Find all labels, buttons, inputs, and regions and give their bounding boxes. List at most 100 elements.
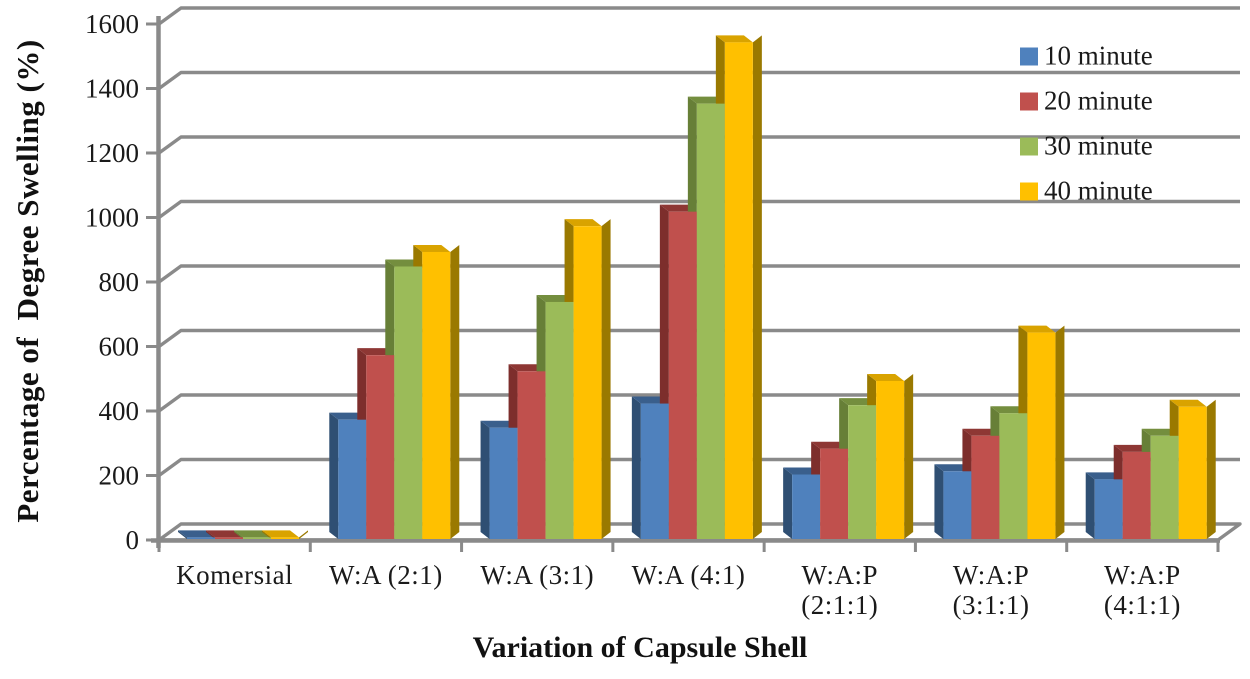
bar-40-minute-w-a-p-2-1-1 [876,380,905,539]
gridline-1600 [158,6,1240,26]
category-label-w-a-p-2-1-1-line2: (2:1:1) [801,590,878,620]
category-label-w-a-4-1: W:A (4:1) [632,560,746,590]
bar-10-minute-w-a-2-1 [338,419,367,539]
y-tick-label-1200: 1200 [85,138,139,168]
category-label-w-a-p-2-1-1: W:A:P [802,560,879,590]
bar-top-face-20-minute-w-a-3-1 [508,364,546,372]
bar-top-face-30-minute-w-a-p-4-1-1 [1141,428,1179,436]
bar-top-face-20-minute-komersial [206,530,243,538]
bar-30-minute-w-a-3-1 [545,301,574,539]
bar-40-minute-w-a-2-1 [422,251,451,539]
bar-10-minute-w-a-p-4-1-1 [1094,479,1123,539]
bar-10-minute-w-a-3-1 [489,427,518,539]
y-tick-label-0: 0 [126,525,140,555]
y-tick-label-1600: 1600 [85,9,139,39]
bar-top-face-40-minute-w-a-2-1 [413,244,451,252]
category-label-w-a-p-3-1-1-line2: (3:1:1) [953,590,1030,620]
bar-top-face-10-minute-w-a-p-2-1-1 [783,467,821,475]
bar-right-face-40-minute-w-a-3-1 [601,219,611,540]
bar-top-face-30-minute-w-a-4-1 [687,96,725,104]
bar-left-face-10-minute-w-a-3-1 [480,420,490,539]
legend-swatch-40-minute [1020,182,1038,201]
bar-top-face-10-minute-w-a-3-1 [480,420,518,428]
bar-30-minute-komersial [243,537,271,539]
category-label-w-a-p-4-1-1: W:A:P [1104,560,1181,590]
bar-40-minute-w-a-p-4-1-1 [1178,406,1207,539]
bar-left-face-20-minute-komersial [206,530,215,539]
bar-40-minute-w-a-4-1 [724,42,753,539]
bar-top-face-10-minute-w-a-p-3-1-1 [934,464,972,472]
bar-left-face-10-minute-w-a-2-1 [329,412,339,539]
bar-top-face-40-minute-w-a-3-1 [564,219,602,227]
y-tick-label-200: 200 [99,461,140,491]
bar-30-minute-w-a-p-4-1-1 [1150,435,1179,539]
bar-top-face-40-minute-w-a-p-4-1-1 [1169,399,1207,407]
bar-40-minute-w-a-3-1 [573,226,602,540]
bar-left-face-10-minute-w-a-p-2-1-1 [783,467,793,539]
bar-top-face-40-minute-w-a-p-2-1-1 [867,373,905,381]
bar-top-face-40-minute-w-a-4-1 [715,35,753,43]
bar-20-minute-komersial [215,537,243,539]
bar-left-face-30-minute-komersial [234,530,243,539]
bar-top-face-30-minute-komersial [234,530,271,538]
category-label-w-a-p-4-1-1-line2: (4:1:1) [1104,590,1181,620]
bar-right-face-40-minute-w-a-p-4-1-1 [1206,399,1216,539]
y-tick-label-600: 600 [99,332,140,362]
bar-top-face-10-minute-w-a-2-1 [329,412,367,420]
bar-top-face-10-minute-w-a-4-1 [631,396,669,404]
bar-top-face-20-minute-w-a-4-1 [659,204,697,212]
category-label-w-a-2-1: W:A (2:1) [329,560,443,590]
bar-left-face-10-minute-w-a-p-4-1-1 [1085,472,1095,539]
gridline-1400 [158,70,1240,90]
gridline-1000 [158,199,1240,219]
bar-20-minute-w-a-p-2-1-1 [820,448,849,539]
legend-swatch-20-minute [1020,92,1038,111]
legend-label-20-minute: 20 minute [1044,86,1153,116]
bar-top-face-30-minute-w-a-p-3-1-1 [990,406,1028,414]
category-label-komersial: Komersial [176,560,293,590]
y-tick-label-800: 800 [99,267,140,297]
bar-right-face-40-minute-w-a-2-1 [450,244,460,539]
bar-40-minute-komersial [271,537,299,539]
bar-20-minute-w-a-3-1 [517,371,546,539]
bar-right-face-40-minute-w-a-p-2-1-1 [904,373,914,539]
bar-10-minute-w-a-p-2-1-1 [792,474,821,539]
bar-left-face-10-minute-komersial [178,530,187,539]
bar-left-face-10-minute-w-a-p-3-1-1 [934,464,944,539]
gridline-1200 [158,135,1240,155]
bar-20-minute-w-a-p-4-1-1 [1122,451,1151,539]
bar-10-minute-komersial [187,537,215,539]
bar-20-minute-w-a-p-3-1-1 [971,435,1000,539]
bar-top-face-30-minute-w-a-3-1 [536,294,574,302]
category-label-w-a-3-1: W:A (3:1) [480,560,594,590]
bar-40-minute-w-a-p-3-1-1 [1027,332,1056,539]
y-axis-title: Percentage of Degree Swelling (%) [10,39,45,523]
x-axis-title: Variation of Capsule Shell [472,631,808,664]
bar-right-face-40-minute-komersial [299,530,308,539]
bar-30-minute-w-a-2-1 [394,266,423,539]
bar-top-face-30-minute-w-a-2-1 [385,259,423,267]
bar-20-minute-w-a-4-1 [668,211,697,539]
bar-30-minute-w-a-p-3-1-1 [999,413,1028,539]
bar-20-minute-w-a-2-1 [366,355,395,539]
bar-top-face-40-minute-w-a-p-3-1-1 [1018,325,1056,333]
y-tick-label-1000: 1000 [85,203,139,233]
bar-top-face-20-minute-w-a-p-4-1-1 [1113,444,1151,452]
bar-top-face-30-minute-w-a-p-2-1-1 [839,398,877,406]
legend-swatch-10-minute [1020,47,1038,66]
gridline-600 [158,328,1240,348]
bar-10-minute-w-a-p-3-1-1 [943,471,972,539]
bar-30-minute-w-a-4-1 [696,103,725,539]
bar-top-face-10-minute-w-a-p-4-1-1 [1085,472,1123,480]
legend-swatch-30-minute [1020,137,1038,156]
bar-right-face-40-minute-w-a-4-1 [752,35,762,539]
bar-30-minute-w-a-p-2-1-1 [848,405,877,539]
bar-top-face-20-minute-w-a-p-2-1-1 [811,441,849,449]
y-tick-label-400: 400 [99,396,140,426]
bar-top-face-20-minute-w-a-p-3-1-1 [962,428,1000,436]
bar-top-face-20-minute-w-a-2-1 [357,348,395,356]
gridline-800 [158,264,1240,284]
bar-left-face-10-minute-w-a-4-1 [631,396,641,539]
